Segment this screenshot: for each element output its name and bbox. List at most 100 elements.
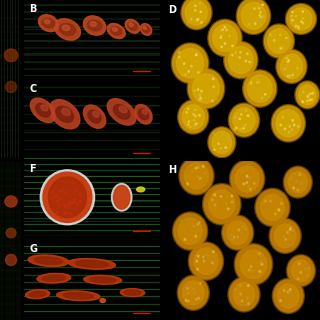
Ellipse shape xyxy=(305,268,307,269)
Ellipse shape xyxy=(240,284,242,286)
Ellipse shape xyxy=(296,127,297,128)
Ellipse shape xyxy=(248,75,272,102)
Ellipse shape xyxy=(298,26,299,28)
Ellipse shape xyxy=(260,12,261,13)
Ellipse shape xyxy=(172,43,209,84)
Text: C: C xyxy=(29,84,37,94)
Ellipse shape xyxy=(246,182,248,183)
Ellipse shape xyxy=(245,124,246,126)
Ellipse shape xyxy=(230,104,258,136)
Ellipse shape xyxy=(296,183,298,185)
Ellipse shape xyxy=(200,99,201,100)
Ellipse shape xyxy=(88,110,101,123)
Ellipse shape xyxy=(125,20,140,33)
Ellipse shape xyxy=(177,49,204,78)
Ellipse shape xyxy=(289,294,291,296)
Ellipse shape xyxy=(198,221,200,223)
Ellipse shape xyxy=(189,243,222,279)
Ellipse shape xyxy=(258,256,259,258)
Ellipse shape xyxy=(188,292,189,294)
Ellipse shape xyxy=(197,268,198,270)
Ellipse shape xyxy=(314,93,315,95)
Ellipse shape xyxy=(192,288,194,290)
Ellipse shape xyxy=(89,277,116,283)
Ellipse shape xyxy=(195,5,196,6)
Ellipse shape xyxy=(228,140,229,141)
Ellipse shape xyxy=(258,8,260,9)
Ellipse shape xyxy=(73,199,76,200)
Ellipse shape xyxy=(286,65,288,66)
Ellipse shape xyxy=(65,207,67,208)
Ellipse shape xyxy=(287,61,289,62)
Ellipse shape xyxy=(270,220,300,252)
Ellipse shape xyxy=(276,49,307,84)
Ellipse shape xyxy=(58,190,61,192)
Ellipse shape xyxy=(113,105,130,119)
Ellipse shape xyxy=(213,24,237,52)
Ellipse shape xyxy=(284,290,285,291)
Ellipse shape xyxy=(288,242,289,243)
Ellipse shape xyxy=(226,29,227,31)
Ellipse shape xyxy=(224,27,226,28)
Ellipse shape xyxy=(259,271,261,272)
Ellipse shape xyxy=(263,24,294,58)
Ellipse shape xyxy=(245,228,246,230)
Ellipse shape xyxy=(280,34,281,36)
Ellipse shape xyxy=(268,29,290,53)
Ellipse shape xyxy=(284,166,312,198)
Ellipse shape xyxy=(244,71,276,106)
Ellipse shape xyxy=(302,11,303,12)
Ellipse shape xyxy=(42,275,66,281)
Ellipse shape xyxy=(224,41,258,79)
Ellipse shape xyxy=(295,81,320,109)
Ellipse shape xyxy=(179,56,180,58)
Ellipse shape xyxy=(79,194,81,195)
Ellipse shape xyxy=(301,86,303,88)
Ellipse shape xyxy=(236,0,271,35)
Ellipse shape xyxy=(111,184,132,211)
Ellipse shape xyxy=(213,86,214,88)
Ellipse shape xyxy=(268,202,270,204)
Ellipse shape xyxy=(299,174,300,175)
Ellipse shape xyxy=(299,85,316,105)
Ellipse shape xyxy=(4,49,18,62)
Ellipse shape xyxy=(298,262,300,264)
Ellipse shape xyxy=(246,123,248,124)
Ellipse shape xyxy=(232,45,233,47)
Ellipse shape xyxy=(199,94,201,96)
Ellipse shape xyxy=(226,44,228,45)
Ellipse shape xyxy=(201,93,202,95)
Ellipse shape xyxy=(174,214,206,249)
Ellipse shape xyxy=(199,283,201,284)
Ellipse shape xyxy=(183,281,204,305)
Ellipse shape xyxy=(240,52,241,53)
Ellipse shape xyxy=(312,92,313,94)
Ellipse shape xyxy=(59,204,61,206)
Ellipse shape xyxy=(252,270,253,272)
Ellipse shape xyxy=(195,167,197,169)
Ellipse shape xyxy=(185,221,187,223)
Ellipse shape xyxy=(284,68,285,70)
Ellipse shape xyxy=(177,275,209,310)
Ellipse shape xyxy=(212,131,232,153)
Ellipse shape xyxy=(218,143,219,144)
Ellipse shape xyxy=(188,21,189,22)
Ellipse shape xyxy=(299,179,300,180)
Ellipse shape xyxy=(288,124,289,125)
Ellipse shape xyxy=(249,61,250,63)
Ellipse shape xyxy=(286,66,287,68)
Ellipse shape xyxy=(236,245,272,284)
Ellipse shape xyxy=(28,255,68,267)
Ellipse shape xyxy=(196,220,198,222)
Ellipse shape xyxy=(231,201,233,203)
Ellipse shape xyxy=(90,21,97,26)
Ellipse shape xyxy=(239,57,240,58)
Ellipse shape xyxy=(248,269,250,271)
Ellipse shape xyxy=(182,0,211,28)
Ellipse shape xyxy=(214,133,215,134)
Ellipse shape xyxy=(221,194,223,196)
Ellipse shape xyxy=(260,261,261,263)
Ellipse shape xyxy=(221,35,222,36)
Ellipse shape xyxy=(307,274,308,276)
Ellipse shape xyxy=(257,79,258,80)
